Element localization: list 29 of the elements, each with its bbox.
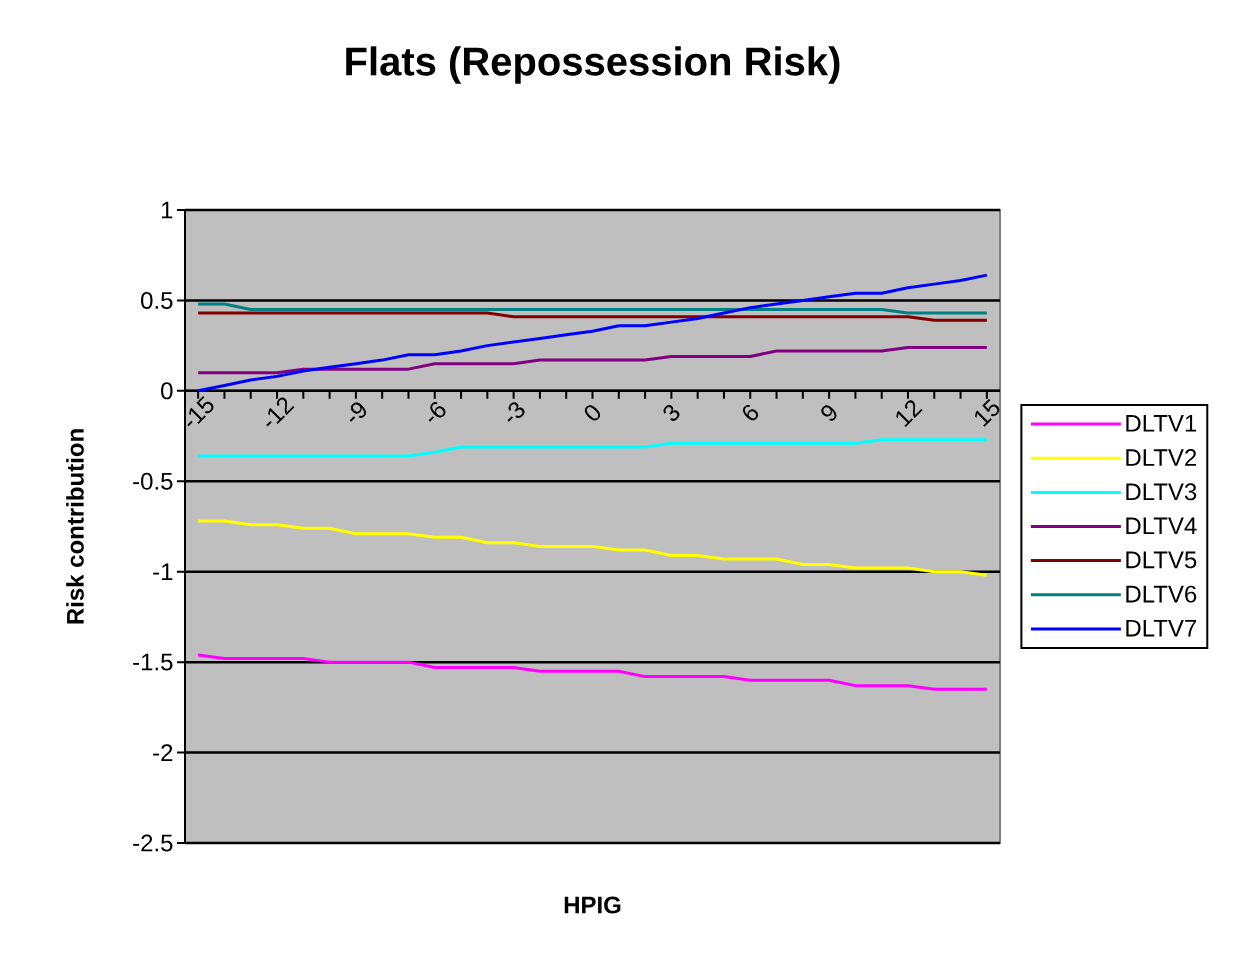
y-axis-title: Risk contribution	[66, 429, 84, 624]
x-tick-label: -12	[266, 397, 295, 427]
x-tick-label: 3	[663, 404, 680, 421]
x-tick-label: -3	[507, 402, 525, 422]
legend-label: DLTV7	[1126, 619, 1197, 637]
y-tick-label: -1.5	[133, 653, 173, 671]
y-tick-label: 1	[161, 201, 173, 219]
x-tick-label: 15	[975, 398, 1000, 427]
legend-label: DLTV5	[1126, 551, 1197, 569]
y-tick-label: -1	[153, 563, 173, 580]
y-tick-label: 0.5	[141, 291, 173, 309]
legend-label: DLTV4	[1126, 517, 1197, 535]
y-tick-label: 0	[161, 382, 173, 400]
legend-label: DLTV3	[1126, 483, 1197, 501]
x-axis-title: HPIG	[564, 896, 621, 914]
x-tick-label: 0	[584, 405, 601, 421]
x-tick-label: -6	[428, 402, 446, 422]
x-tick-label: 12	[896, 400, 923, 427]
x-tick-label: 9	[821, 405, 837, 421]
x-tick-label: -9	[349, 402, 367, 422]
y-tick-label: -0.5	[133, 472, 173, 490]
legend-label: DLTV1	[1126, 415, 1197, 432]
y-tick-label: -2.5	[133, 834, 173, 852]
x-tick-label: -15	[187, 396, 214, 427]
legend-label: DLTV6	[1126, 585, 1197, 603]
y-tick-label: -2	[153, 744, 173, 761]
x-tick-label: 6	[742, 404, 759, 421]
chart-title: Flats (Repossession Risk)	[346, 46, 840, 84]
legend-label: DLTV2	[1126, 449, 1197, 466]
